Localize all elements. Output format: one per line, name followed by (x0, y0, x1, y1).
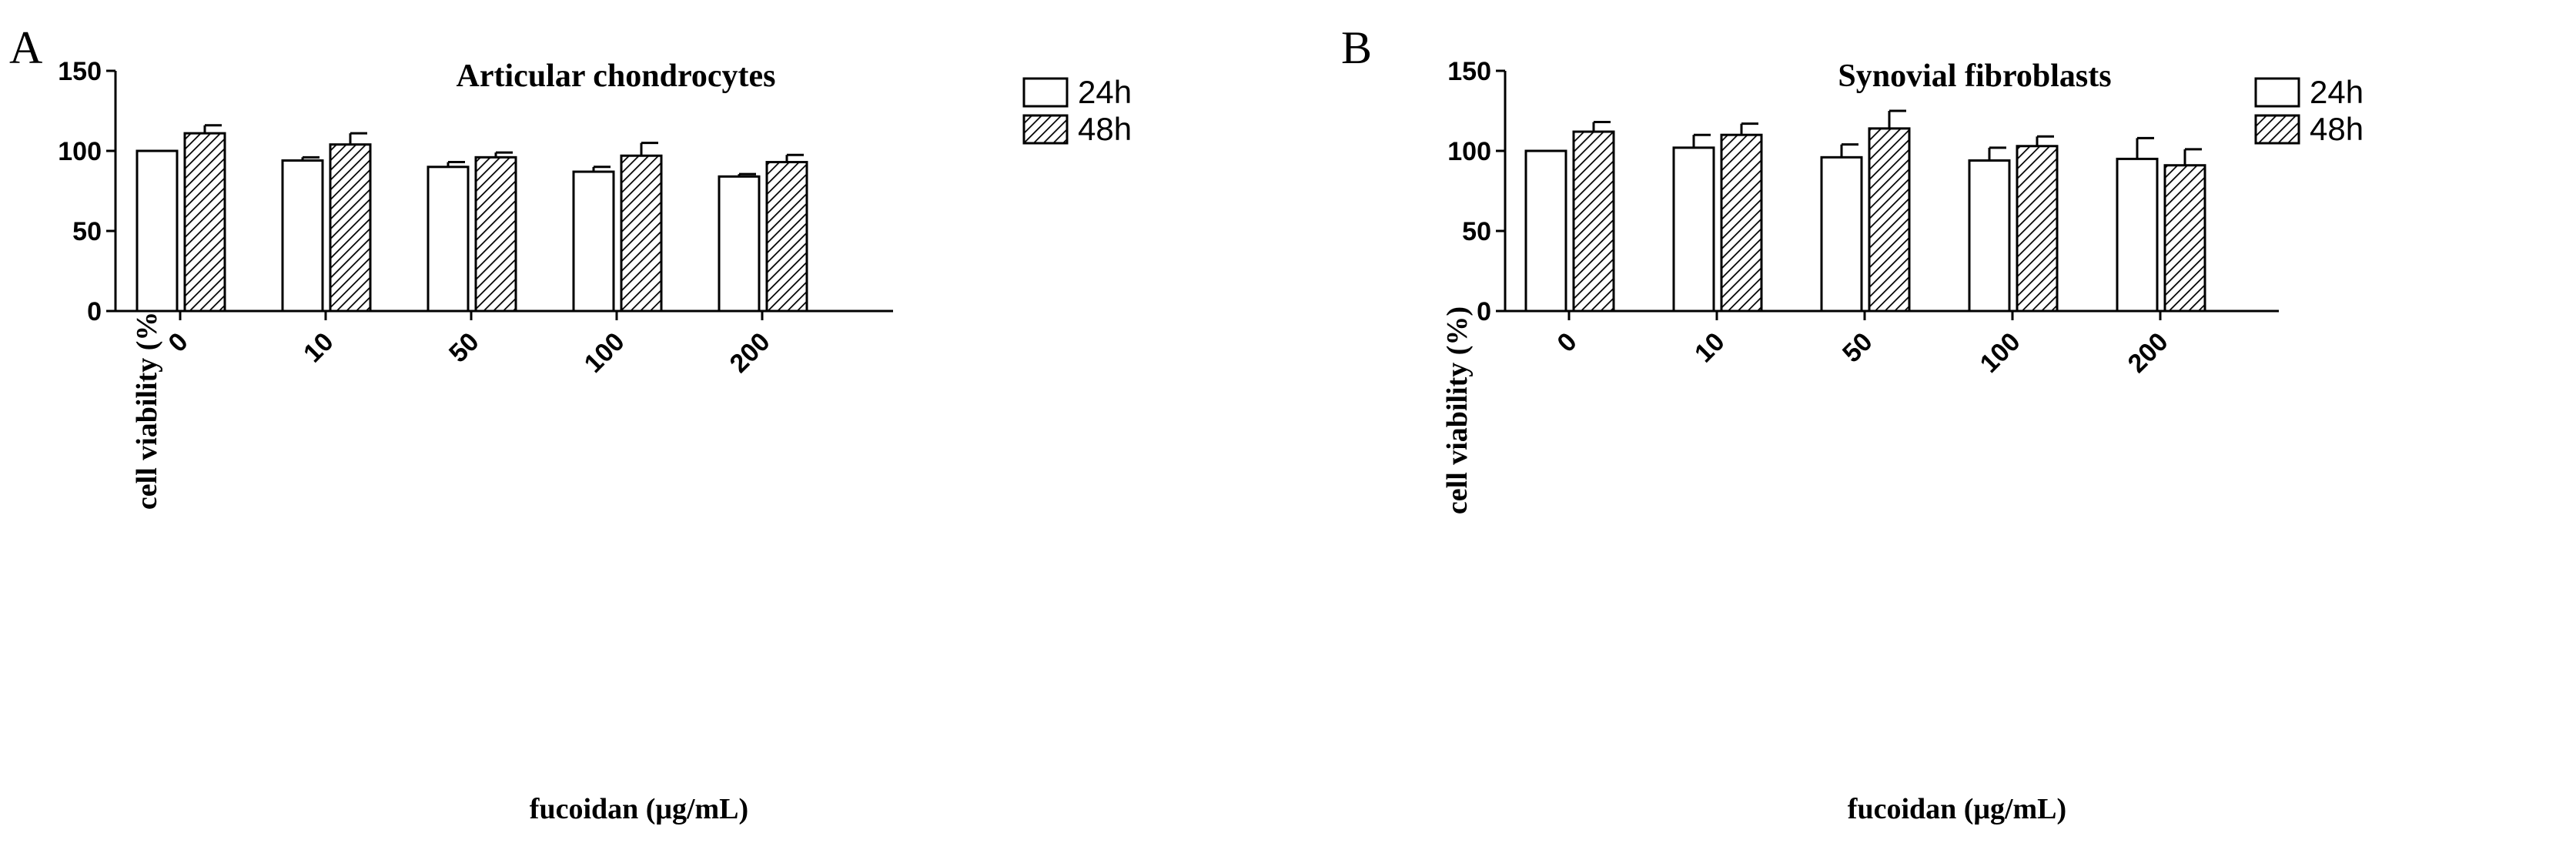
legend-swatch (2254, 114, 2300, 145)
bars (135, 124, 808, 313)
y-tick-label: 100 (1447, 137, 1491, 166)
bar (2163, 164, 2206, 313)
y-tick-label: 150 (58, 57, 102, 86)
panel-a: A Articular chondrocytes cell viability … (9, 22, 1132, 825)
y-tick-label: 100 (58, 137, 102, 166)
chart-title: Articular chondrocytes (457, 59, 776, 94)
panel-letter: A (9, 22, 42, 73)
legend-label: 48h (1078, 111, 1132, 147)
bar (135, 149, 179, 313)
bar (427, 166, 470, 313)
x-tick-label: 0 (162, 327, 193, 358)
legend-swatch (1022, 114, 1069, 145)
y-tick-label: 0 (1477, 297, 1491, 326)
x-tick-label: 50 (443, 327, 485, 369)
bar (329, 143, 372, 313)
panel-b: B Synovial fibroblasts cell viability (%… (1341, 22, 2364, 825)
y-tick-label: 0 (87, 297, 102, 326)
bar (620, 154, 663, 313)
y-axis-label: cell viability (%) (131, 302, 163, 510)
bar (474, 156, 517, 313)
y-tick-label: 50 (1462, 217, 1491, 246)
bar (183, 132, 226, 313)
bar (2116, 157, 2159, 313)
legend-label: 48h (2310, 111, 2364, 147)
x-tick-label: 200 (2123, 327, 2174, 379)
x-tick-label: 200 (724, 327, 776, 379)
legend-label: 24h (1078, 74, 1132, 110)
bar (2016, 145, 2059, 313)
bar (1968, 159, 2011, 313)
legend-swatch (2254, 77, 2300, 108)
x-axis-label: fucoidan (μg/mL) (530, 793, 748, 825)
x-axis-label: fucoidan (μg/mL) (1848, 793, 2066, 825)
legend-label: 24h (2310, 74, 2364, 110)
x-tick-label: 100 (579, 327, 631, 379)
bar (1524, 149, 1567, 313)
panel-letter: B (1341, 22, 1372, 73)
x-tick-label: 10 (1689, 327, 1731, 369)
y-tick-label: 150 (1447, 57, 1491, 86)
bar (1868, 127, 1911, 313)
bar (1672, 146, 1715, 313)
bar (572, 170, 615, 313)
x-tick-label: 50 (1837, 327, 1878, 369)
bar (1720, 133, 1763, 313)
x-tick-label: 10 (298, 327, 340, 369)
legend-swatch (1022, 77, 1069, 108)
y-tick-label: 50 (72, 217, 102, 246)
bar (1820, 156, 1863, 313)
bar (281, 159, 324, 313)
bars (1524, 109, 2206, 313)
bar (765, 161, 808, 313)
x-tick-label: 100 (1975, 327, 2026, 379)
chart-title: Synovial fibroblasts (1838, 59, 2111, 94)
bar (718, 175, 761, 313)
x-tick-label: 0 (1551, 327, 1582, 358)
bar (1572, 130, 1615, 313)
y-axis-label: cell viability (%) (1441, 306, 1474, 514)
